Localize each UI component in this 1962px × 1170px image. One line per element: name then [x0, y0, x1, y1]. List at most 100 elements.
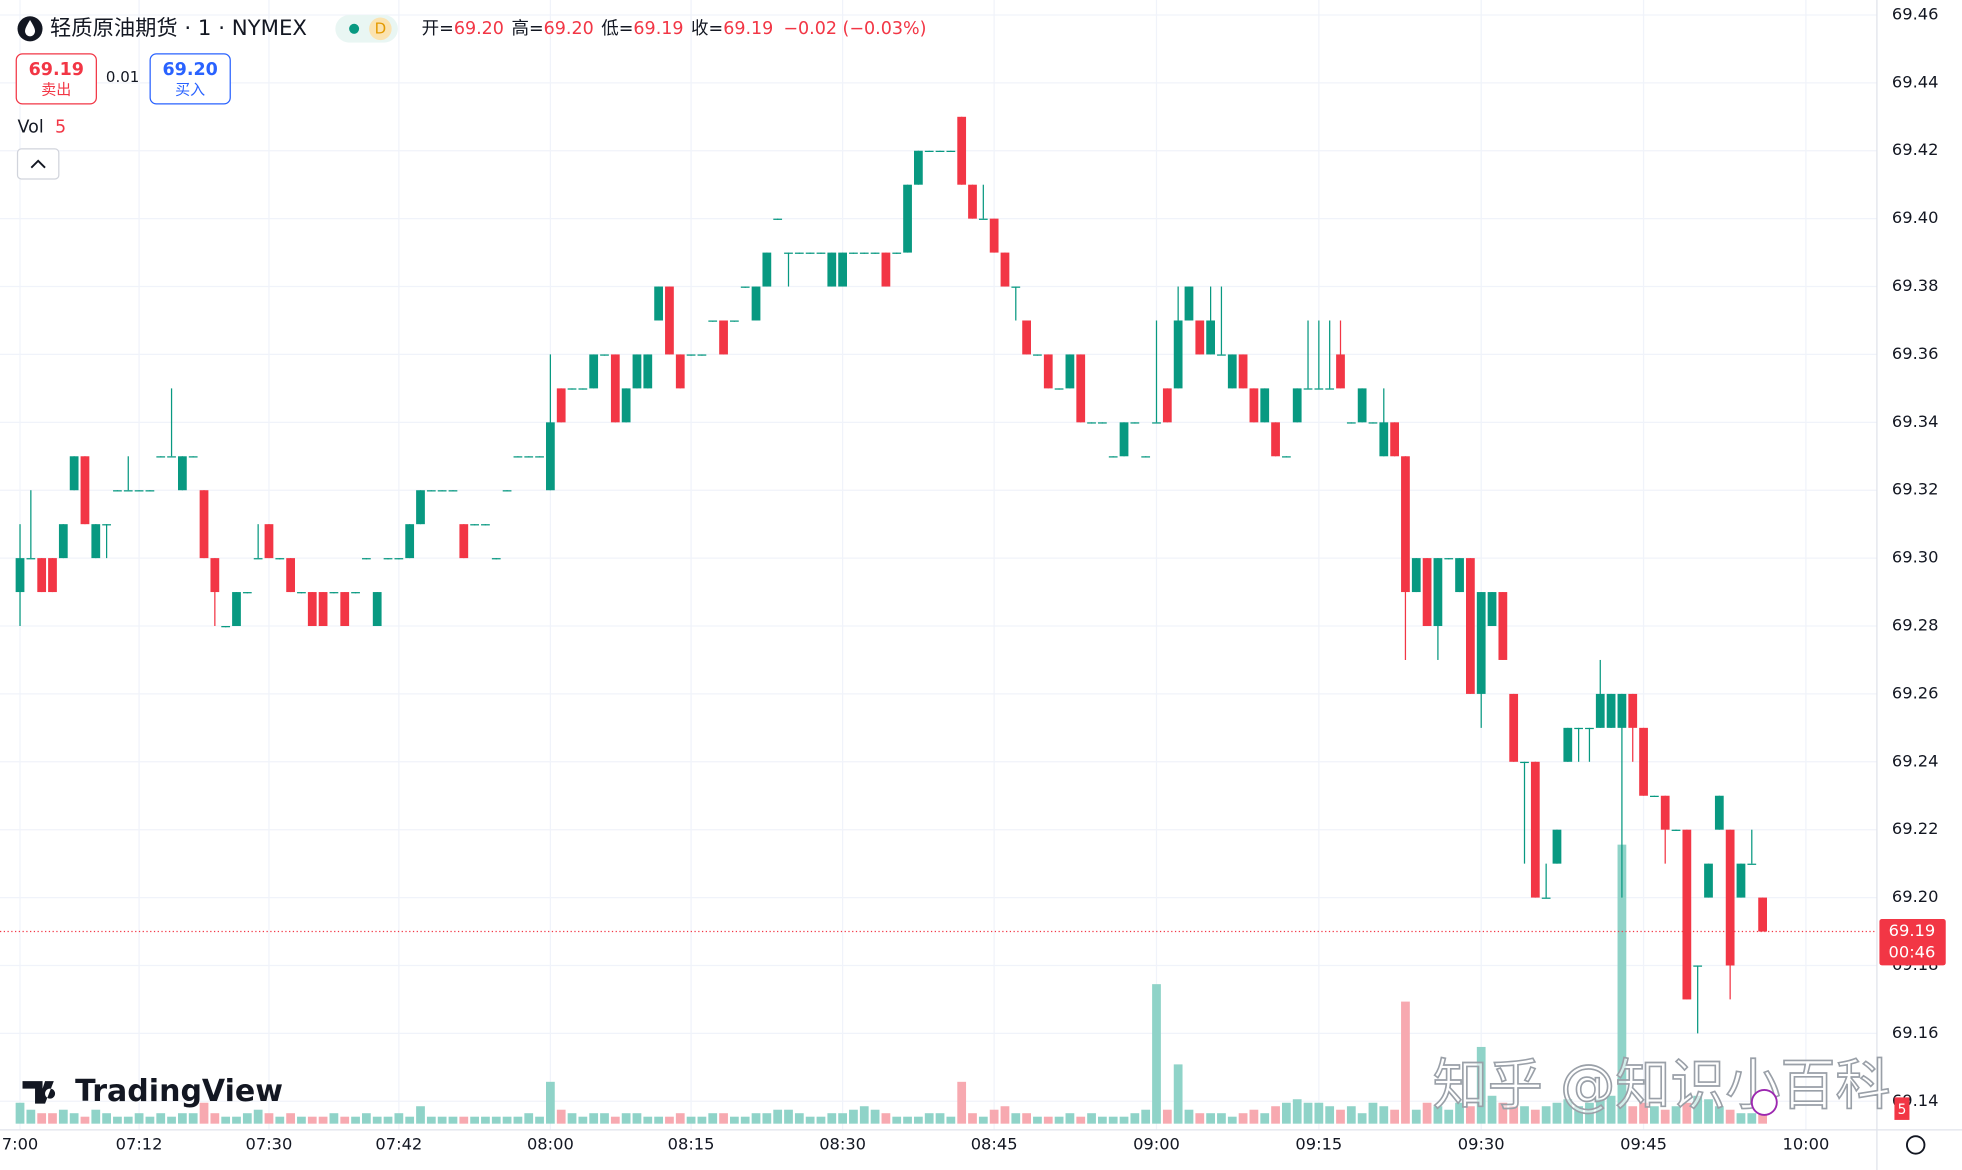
volume-bar	[1065, 1113, 1075, 1124]
volume-bar	[1303, 1102, 1313, 1124]
volume-bar	[1736, 1113, 1746, 1124]
volume-bar	[69, 1113, 79, 1124]
candle-body	[1303, 388, 1313, 390]
volume-bar	[210, 1113, 220, 1124]
candle-body	[1520, 761, 1529, 764]
volume-bar	[1585, 1102, 1594, 1124]
candle-body	[1152, 422, 1161, 424]
candle-body	[199, 490, 209, 559]
change: −0.02 (−0.03%)	[783, 19, 926, 39]
volume-bar	[1217, 1113, 1226, 1124]
candle-body	[762, 252, 772, 287]
candle-body	[1422, 558, 1432, 627]
y-tick-label: 69.20	[1892, 887, 1939, 906]
symbol-title: 轻质原油期货 · 1 · NYMEX	[50, 16, 307, 41]
collapse-button[interactable]	[16, 148, 60, 180]
volume-bar	[361, 1113, 371, 1124]
buy-button[interactable]	[149, 53, 231, 105]
volume-bar	[1227, 1116, 1237, 1124]
candle-body	[481, 524, 490, 526]
last-price-box	[1879, 919, 1946, 966]
volume-bar	[686, 1116, 696, 1124]
volume-bar	[1541, 1106, 1551, 1124]
candle-body	[957, 116, 967, 185]
candle-body	[524, 456, 534, 458]
volume-bar	[1011, 1113, 1021, 1124]
candle-body	[134, 490, 144, 492]
volume-bar	[199, 1102, 209, 1124]
candle-body	[838, 252, 847, 287]
volume-bar	[102, 1113, 111, 1124]
y-tick-label: 69.26	[1892, 683, 1939, 702]
candle-body	[361, 558, 371, 560]
candle-body	[405, 524, 415, 559]
candle-body	[448, 490, 458, 492]
volume-bar	[502, 1116, 512, 1124]
volume-bar	[610, 1116, 620, 1124]
volume-bar	[924, 1113, 934, 1124]
volume-bar	[1292, 1099, 1302, 1124]
volume-bar	[513, 1116, 523, 1124]
candle-body	[978, 218, 988, 220]
ohlc-value: 69.19	[633, 19, 683, 39]
candle-body	[264, 524, 274, 559]
candle-body	[1758, 897, 1767, 932]
ohlc-label: 开=	[422, 19, 454, 39]
volume-bar	[1628, 1106, 1638, 1124]
volume-bar	[1033, 1116, 1042, 1124]
candle-body	[1184, 286, 1194, 321]
candle-body	[491, 558, 501, 560]
candle-body	[740, 286, 750, 288]
candle-body	[15, 558, 25, 593]
event-icon[interactable]	[1750, 1088, 1778, 1116]
volume-bar	[437, 1116, 447, 1124]
volume-bar	[1498, 1102, 1508, 1124]
ohlc-label: 高=	[511, 19, 543, 39]
volume-bar	[491, 1116, 501, 1124]
candle-body	[1714, 795, 1724, 830]
candle-body	[416, 490, 425, 525]
candle-body	[632, 354, 642, 389]
y-tick-label: 69.38	[1892, 276, 1939, 295]
candle-body	[1119, 422, 1129, 457]
volume-bar	[1595, 1099, 1605, 1124]
candle-body	[773, 218, 783, 220]
volume-bar	[805, 1116, 815, 1124]
watermark: 知乎 @知识小百科	[1433, 1053, 1891, 1117]
symbol-icon-drop	[25, 20, 36, 37]
candle-body	[794, 252, 804, 254]
volume-bar	[719, 1113, 728, 1124]
candle-body	[1682, 829, 1692, 1000]
volume-bar	[351, 1116, 360, 1124]
volume-bar	[1401, 1001, 1410, 1124]
volume-bar	[1552, 1102, 1562, 1124]
volume-bar	[416, 1106, 425, 1124]
candle-body	[1130, 422, 1140, 424]
sell-button[interactable]	[15, 53, 97, 105]
candle-body	[567, 388, 577, 390]
volume-bar	[1141, 1109, 1151, 1124]
volume-bar	[426, 1116, 436, 1124]
volume-bar	[167, 1116, 176, 1124]
volume-bar	[654, 1116, 663, 1124]
volume-bar	[632, 1113, 642, 1124]
candle-body	[221, 626, 231, 628]
volume-bar	[1444, 1109, 1454, 1124]
volume-bar	[751, 1113, 761, 1124]
last-price-label: 69.19	[1889, 921, 1936, 940]
candle-body	[26, 558, 36, 560]
volume-bar	[1714, 1106, 1724, 1124]
candle-body	[1108, 456, 1118, 458]
volume-bar	[567, 1113, 577, 1124]
candle-body	[232, 592, 241, 627]
volume-bar	[621, 1113, 631, 1124]
candle-body	[1141, 456, 1151, 458]
candle-body	[1639, 727, 1648, 796]
volume-bar	[405, 1116, 415, 1124]
volume-bar	[524, 1113, 534, 1124]
volume-bar	[123, 1116, 133, 1124]
settings-icon[interactable]	[1906, 1135, 1926, 1155]
candle-body	[784, 252, 793, 254]
volume-bar	[957, 1081, 967, 1124]
